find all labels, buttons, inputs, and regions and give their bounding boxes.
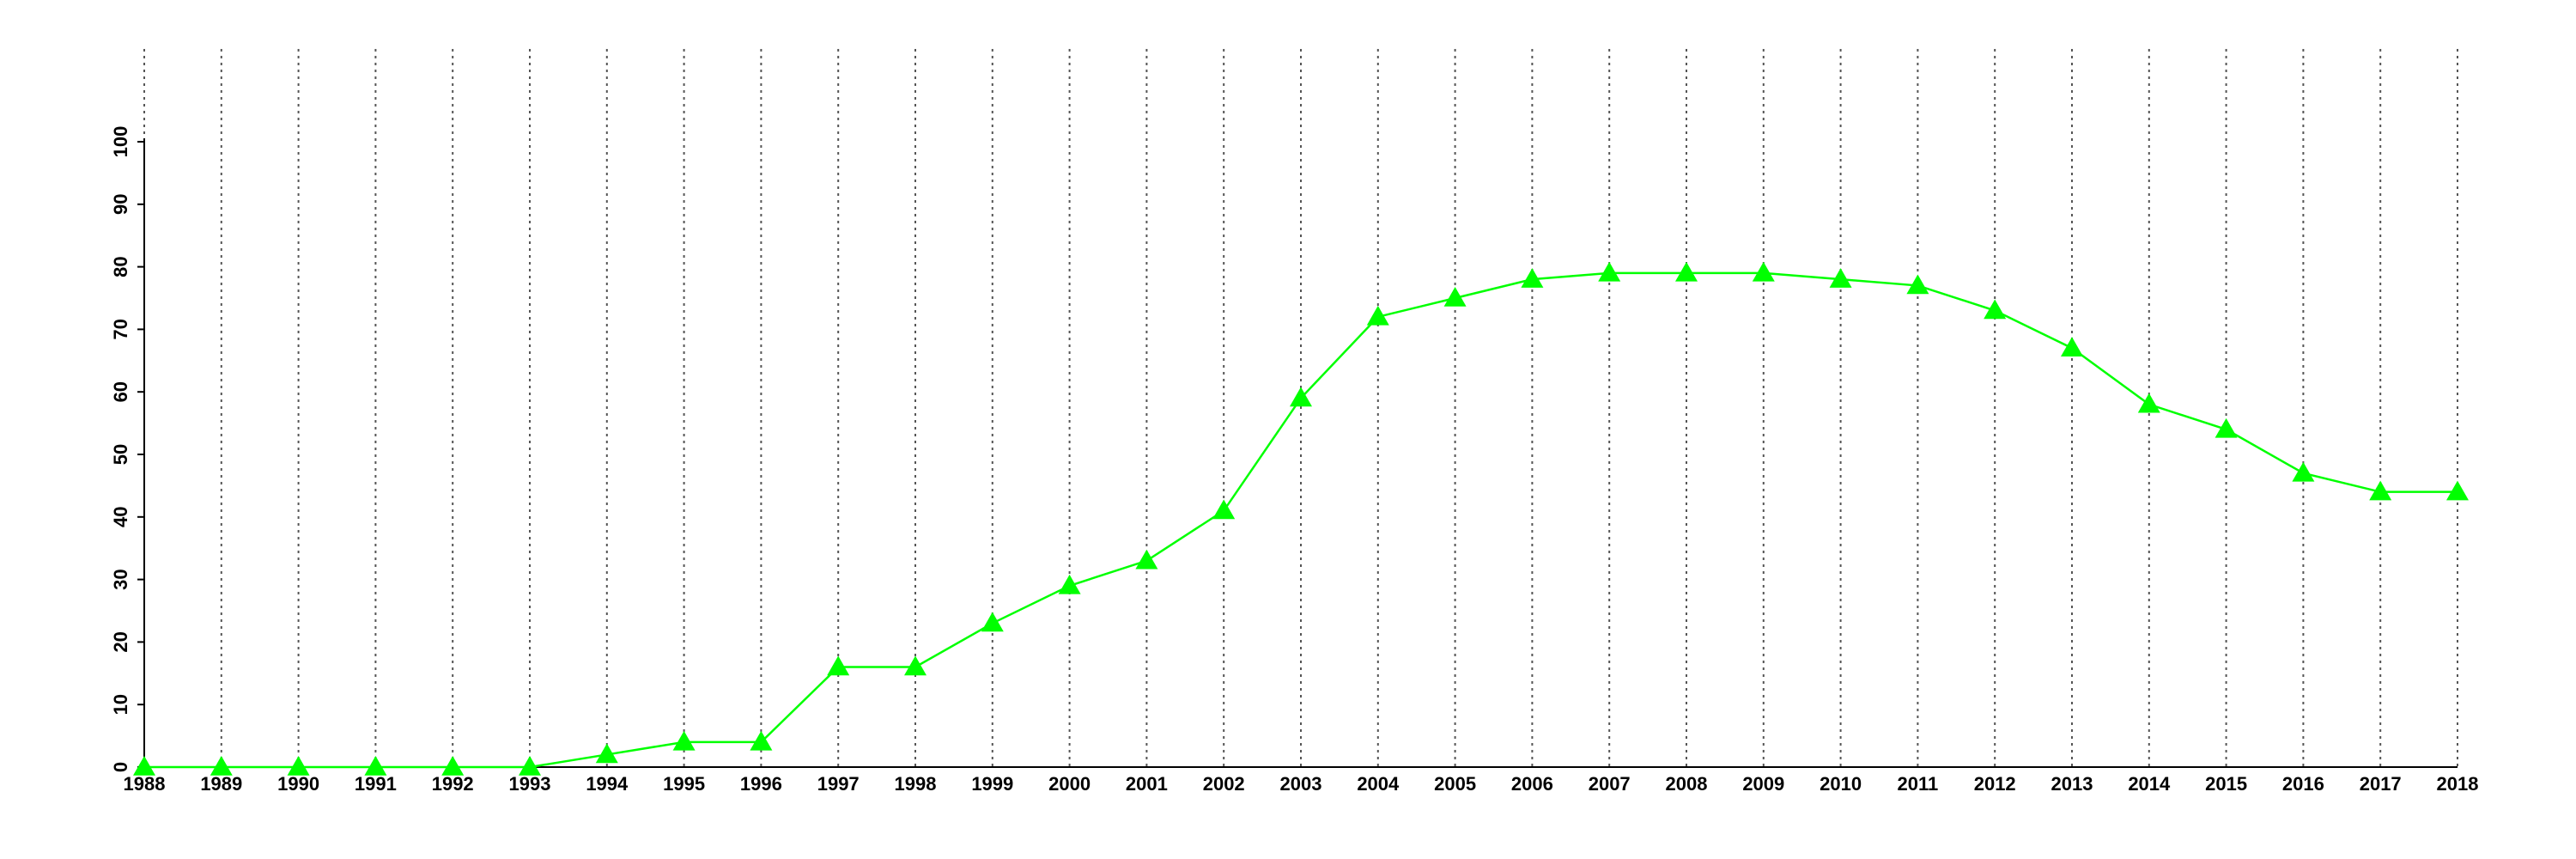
marker — [904, 655, 927, 676]
marker — [1906, 274, 1929, 295]
marker — [1366, 305, 1389, 326]
x-tick-label: 2010 — [1820, 773, 1862, 795]
x-tick-label: 2001 — [1126, 773, 1168, 795]
x-tick-label: 1991 — [355, 773, 397, 795]
y-tick-label: 60 — [110, 381, 131, 402]
x-tick-label: 1990 — [277, 773, 319, 795]
marker — [210, 756, 233, 776]
marker — [1212, 499, 1236, 520]
y-tick-label: 20 — [110, 631, 131, 652]
y-tick-label: 80 — [110, 256, 131, 277]
y-tick-label: 90 — [110, 194, 131, 215]
x-tick-label: 1997 — [817, 773, 860, 795]
y-tick-label: 100 — [110, 126, 131, 158]
x-tick-label: 1989 — [200, 773, 242, 795]
x-tick-label: 2005 — [1434, 773, 1476, 795]
marker — [441, 756, 465, 776]
marker — [2061, 337, 2083, 356]
x-tick-label: 1994 — [586, 773, 629, 795]
data-line — [144, 271, 2458, 769]
x-tick-label: 2000 — [1048, 773, 1091, 795]
marker — [2292, 461, 2315, 482]
marker — [750, 730, 773, 751]
x-tick-label: 2015 — [2205, 773, 2247, 795]
marker — [595, 743, 618, 764]
marker — [2215, 417, 2238, 438]
x-tick-label: 2014 — [2128, 773, 2171, 795]
y-tick-label: 70 — [110, 319, 131, 339]
x-tick-label: 1992 — [432, 773, 474, 795]
marker — [1290, 387, 1312, 407]
marker — [2446, 480, 2469, 501]
marker — [827, 655, 850, 676]
x-tick-label: 2008 — [1666, 773, 1708, 795]
x-tick-label: 2011 — [1898, 773, 1939, 795]
x-tick-label: 2013 — [2051, 773, 2093, 795]
marker — [1135, 549, 1158, 570]
marker — [1521, 268, 1544, 288]
marker — [364, 756, 387, 776]
x-tick-label: 2017 — [2360, 773, 2402, 795]
y-tick-label: 0 — [110, 762, 131, 772]
marker — [2137, 393, 2160, 413]
y-tick-label: 10 — [110, 694, 131, 715]
marker — [133, 756, 155, 776]
x-tick-label: 1996 — [740, 773, 782, 795]
x-tick-label: 2018 — [2437, 773, 2479, 795]
x-tick-label: 1998 — [895, 773, 937, 795]
x-tick-label: 2004 — [1357, 773, 1400, 795]
marker — [287, 756, 310, 776]
x-tick-label: 1999 — [971, 773, 1013, 795]
marker — [1675, 261, 1698, 282]
x-tick-label: 1988 — [124, 773, 166, 795]
x-tick-label: 2006 — [1511, 773, 1553, 795]
marker — [1829, 268, 1852, 288]
x-tick-label: 2012 — [1974, 773, 2016, 795]
x-tick-label: 1993 — [509, 773, 551, 795]
y-tick-label: 40 — [110, 507, 131, 527]
marker — [981, 612, 1004, 632]
marker — [1443, 287, 1467, 307]
x-tick-label: 2002 — [1203, 773, 1245, 795]
marker — [1058, 574, 1081, 594]
x-tick-label: 2009 — [1742, 773, 1784, 795]
marker — [1984, 299, 2007, 320]
x-tick-label: 2007 — [1589, 773, 1631, 795]
x-tick-label: 1995 — [663, 773, 705, 795]
marker — [519, 756, 541, 776]
marker — [672, 730, 696, 751]
marker — [1598, 261, 1621, 282]
x-tick-label: 2003 — [1280, 773, 1322, 795]
x-tick-label: 2016 — [2282, 773, 2324, 795]
y-tick-label: 50 — [110, 444, 131, 465]
marker — [2369, 480, 2392, 501]
marker — [1752, 261, 1775, 282]
y-tick-label: 30 — [110, 569, 131, 589]
